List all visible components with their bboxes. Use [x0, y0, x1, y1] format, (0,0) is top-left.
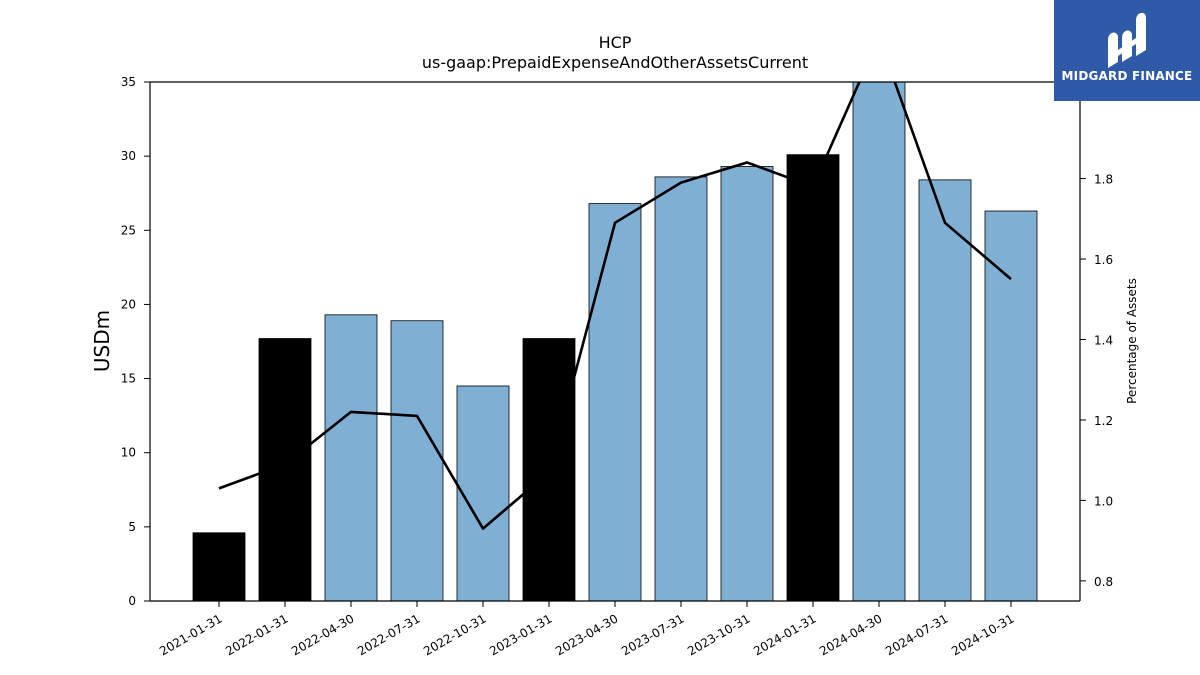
x-tick-label: 2024-10-31: [949, 611, 1016, 658]
bar-2022-07-31: [390, 320, 444, 602]
bar-2023-07-31: [654, 176, 708, 602]
x-tick-label: 2024-07-31: [883, 611, 950, 658]
x-tick-label: 2022-04-30: [289, 611, 356, 658]
y-tick-label-right: 1.4: [1094, 333, 1113, 347]
y-tick-label-right: 1.8: [1094, 173, 1113, 187]
x-tick-label: 2021-01-31: [157, 611, 224, 658]
brand-logo: MIDGARD FINANCE: [1054, 0, 1200, 101]
bar-2024-07-31: [918, 179, 972, 602]
y-tick-label-left: 35: [121, 75, 136, 89]
x-tick-label: 2022-10-31: [421, 611, 488, 658]
y-tick-label-right: 1.0: [1094, 494, 1113, 508]
y-tick-label-left: 15: [121, 372, 136, 386]
y-tick-label-left: 10: [121, 446, 136, 460]
percentage-line: [218, 82, 1012, 530]
x-tick-label: 2024-04-30: [817, 611, 884, 658]
y-tick-label-left: 30: [121, 149, 136, 163]
x-tick-label: 2023-01-31: [487, 611, 554, 658]
chart-title: HCP: [599, 33, 632, 52]
y-axis-label-right: Percentage of Assets: [1125, 278, 1139, 404]
brand-logo-icon: [1108, 12, 1146, 68]
x-tick-label: 2023-07-31: [619, 611, 686, 658]
bar-2023-10-31: [720, 166, 774, 602]
x-tick-label: 2022-01-31: [223, 611, 290, 658]
y-tick-label-right: 1.6: [1094, 253, 1113, 267]
x-tick-label: 2023-04-30: [553, 611, 620, 658]
bar-2022-10-31: [456, 385, 510, 602]
x-tick-label: 2023-10-31: [685, 611, 752, 658]
brand-name: MIDGARD FINANCE: [1061, 69, 1193, 83]
y-tick-label-left: 25: [121, 223, 136, 237]
x-tick-label: 2024-01-31: [751, 611, 818, 658]
y-tick-label-left: 5: [128, 520, 136, 534]
plot-area: 0 5 10 15 20 25 30 35 0.8 1.0 1.2 1.4 1.6 1.8 2021-01-…: [121, 75, 1113, 658]
bar-2024-01-31: [786, 154, 840, 602]
bar-2023-04-30: [588, 203, 642, 602]
y-tick-label-left: 0: [128, 594, 136, 608]
bar-2021-01-31: [192, 532, 246, 602]
y-axis-label-left: USDm: [90, 310, 114, 372]
y-tick-label-left: 20: [121, 297, 136, 311]
chart-subtitle: us-gaap:PrepaidExpenseAndOtherAssetsCurr…: [422, 53, 808, 72]
bar-2024-10-31: [984, 210, 1038, 602]
bar-2022-04-30: [324, 314, 378, 602]
y-tick-label-right: 1.2: [1094, 414, 1113, 428]
y-tick-label-right: 0.8: [1094, 575, 1113, 589]
x-tick-label: 2022-07-31: [355, 611, 422, 658]
bar-2024-04-30: [852, 81, 906, 602]
